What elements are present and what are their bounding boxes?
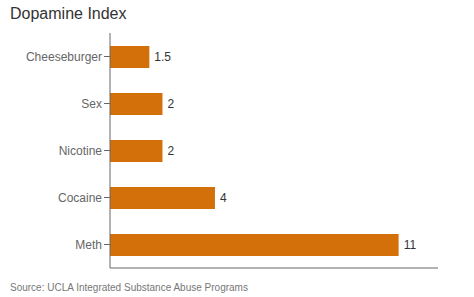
svg-text:4: 4 (220, 191, 227, 205)
svg-text:2: 2 (167, 144, 174, 158)
svg-text:Sex: Sex (81, 97, 102, 111)
svg-text:2: 2 (167, 97, 174, 111)
svg-text:Cocaine: Cocaine (58, 191, 102, 205)
svg-text:Nicotine: Nicotine (59, 144, 103, 158)
svg-text:11: 11 (404, 238, 417, 252)
svg-text:Cheeseburger: Cheeseburger (26, 50, 102, 64)
svg-text:Meth: Meth (75, 238, 102, 252)
html-text:Source: UCLA Integrated Substa: Source: UCLA Integrated Substance Abuse … (10, 282, 248, 293)
html-text:Dopamine Index: Dopamine Index (10, 5, 127, 22)
svg-text:1.5: 1.5 (154, 50, 171, 64)
